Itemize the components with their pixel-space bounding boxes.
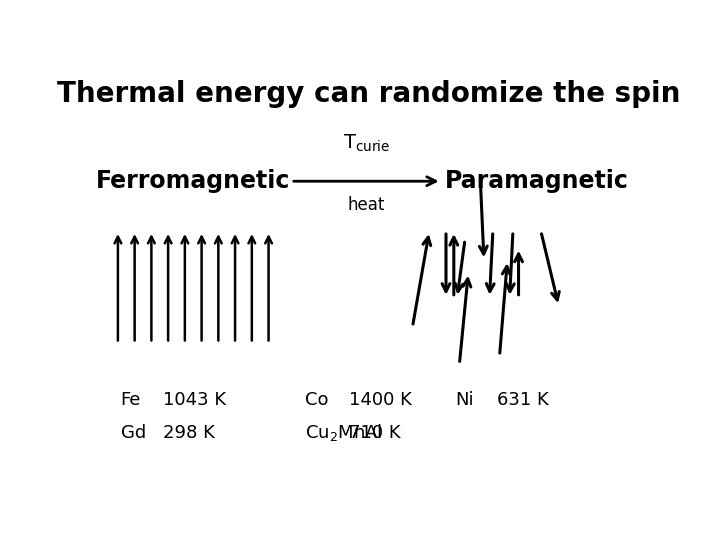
Text: heat: heat [348,196,385,214]
Text: Fe: Fe [121,390,141,409]
Text: Co: Co [305,390,328,409]
Text: 631 K: 631 K [498,390,549,409]
Text: 298 K: 298 K [163,424,215,442]
Text: Gd: Gd [121,424,146,442]
Text: 710 K: 710 K [349,424,401,442]
Text: Thermal energy can randomize the spin: Thermal energy can randomize the spin [58,80,680,108]
Text: 1043 K: 1043 K [163,390,225,409]
Text: Cu$_2$MnAl: Cu$_2$MnAl [305,422,382,443]
Text: 1400 K: 1400 K [349,390,413,409]
Text: Ferromagnetic: Ferromagnetic [96,169,290,193]
Text: Paramagnetic: Paramagnetic [444,169,629,193]
Text: T$_{\rm curie}$: T$_{\rm curie}$ [343,133,390,154]
Text: Ni: Ni [456,390,474,409]
